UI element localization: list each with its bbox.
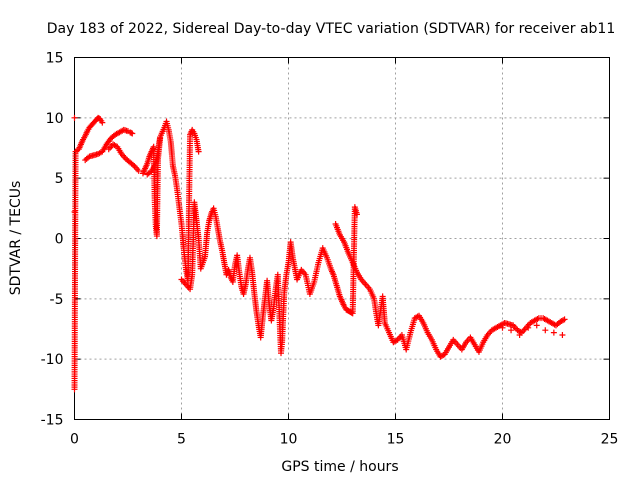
y-tick-label: 15 xyxy=(46,51,64,67)
x-tick-label: 0 xyxy=(70,432,79,448)
x-tick-label: 10 xyxy=(280,432,298,448)
x-tick-label: 25 xyxy=(601,432,619,448)
y-axis-label: SDTVAR / TECUs xyxy=(8,181,24,296)
data-point xyxy=(99,119,106,126)
data-point xyxy=(135,167,142,174)
y-tick-label: 0 xyxy=(55,232,64,248)
chart-title: Day 183 of 2022, Sidereal Day-to-day VTE… xyxy=(47,21,616,37)
x-tick-label: 15 xyxy=(387,432,405,448)
data-point xyxy=(499,324,506,331)
y-tick-label: 10 xyxy=(46,111,64,127)
data-point xyxy=(561,316,568,323)
x-tick-label: 5 xyxy=(177,432,186,448)
data-point xyxy=(508,327,515,334)
data-point xyxy=(353,211,360,218)
data-point xyxy=(71,114,78,121)
grid xyxy=(74,57,610,420)
data-point xyxy=(195,148,202,155)
x-tick-label: 20 xyxy=(494,432,512,448)
axis-ticks: 0 5 10 15 20 25 -15 -10 -5 0 5 10 15 xyxy=(41,51,619,448)
data-point xyxy=(559,332,566,339)
data-series xyxy=(71,114,568,393)
y-tick-label: -15 xyxy=(41,413,64,429)
data-point xyxy=(71,208,78,215)
data-point xyxy=(129,130,136,137)
data-point xyxy=(525,324,532,331)
y-tick-label: -10 xyxy=(41,352,64,368)
y-tick-label: -5 xyxy=(50,292,64,308)
data-point xyxy=(128,129,135,136)
data-point xyxy=(542,327,549,334)
x-axis-label: GPS time / hours xyxy=(281,459,398,475)
data-point xyxy=(516,332,523,339)
data-point xyxy=(533,322,540,329)
data-point xyxy=(550,329,557,336)
y-tick-label: 5 xyxy=(55,171,64,187)
